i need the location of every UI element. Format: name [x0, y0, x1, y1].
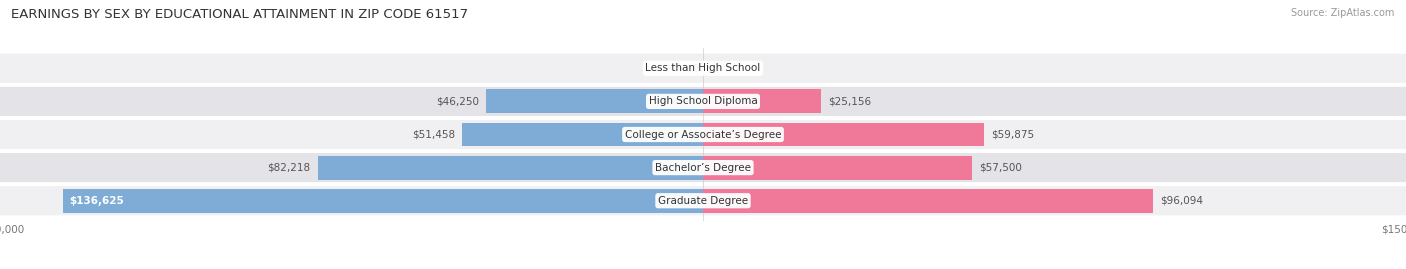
Text: $46,250: $46,250 — [436, 96, 479, 107]
Bar — [703, 123, 984, 146]
Text: $57,500: $57,500 — [980, 162, 1022, 173]
FancyBboxPatch shape — [0, 153, 1406, 182]
Text: $82,218: $82,218 — [267, 162, 311, 173]
Bar — [318, 156, 703, 179]
Text: Source: ZipAtlas.com: Source: ZipAtlas.com — [1291, 8, 1395, 18]
Text: $96,094: $96,094 — [1160, 196, 1204, 206]
Text: EARNINGS BY SEX BY EDUCATIONAL ATTAINMENT IN ZIP CODE 61517: EARNINGS BY SEX BY EDUCATIONAL ATTAINMEN… — [11, 8, 468, 21]
Text: Graduate Degree: Graduate Degree — [658, 196, 748, 206]
Bar — [63, 189, 703, 213]
Text: College or Associate’s Degree: College or Associate’s Degree — [624, 129, 782, 140]
Text: High School Diploma: High School Diploma — [648, 96, 758, 107]
Text: Bachelor’s Degree: Bachelor’s Degree — [655, 162, 751, 173]
Text: Less than High School: Less than High School — [645, 63, 761, 73]
FancyBboxPatch shape — [0, 120, 1406, 149]
Text: $25,156: $25,156 — [828, 96, 872, 107]
Bar — [461, 123, 703, 146]
Text: $136,625: $136,625 — [70, 196, 125, 206]
Bar — [703, 189, 1153, 213]
Bar — [703, 90, 821, 113]
Text: $51,458: $51,458 — [412, 129, 454, 140]
FancyBboxPatch shape — [0, 54, 1406, 83]
FancyBboxPatch shape — [0, 186, 1406, 215]
FancyBboxPatch shape — [0, 87, 1406, 116]
Text: $0: $0 — [686, 63, 700, 73]
Bar — [703, 156, 973, 179]
Text: $59,875: $59,875 — [991, 129, 1033, 140]
Text: $0: $0 — [707, 63, 720, 73]
Bar — [486, 90, 703, 113]
